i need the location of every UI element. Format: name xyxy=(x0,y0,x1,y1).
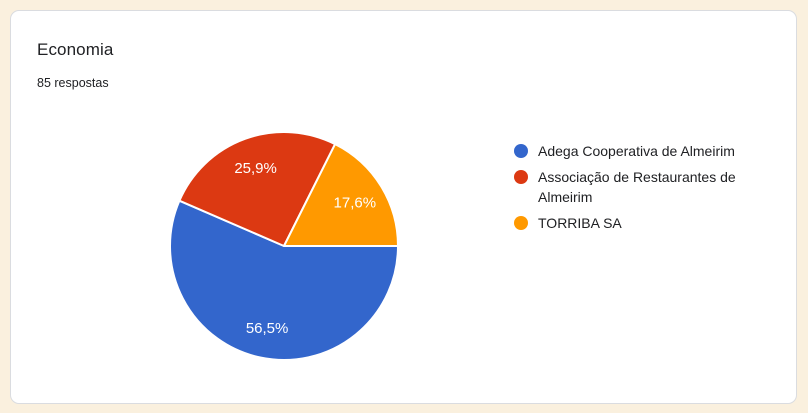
question-title: Economia xyxy=(37,40,114,59)
pie-slice-0[interactable] xyxy=(169,199,399,361)
response-summary-card: Economia 85 respostas 56,5% 25,9% 17,6% Ad… xyxy=(10,10,797,404)
pie-chart[interactable]: 56,5% 25,9% 17,6% xyxy=(160,122,408,370)
pie-slice-2[interactable] xyxy=(283,143,399,247)
responses-count: 85 respostas xyxy=(37,76,109,90)
pie-slice-percent-label: 17,6% xyxy=(334,195,377,212)
legend-label: TORRIBA SA xyxy=(538,215,622,231)
legend-item-2: TORRIBA SA xyxy=(514,213,776,233)
legend-item-0: Adega Cooperativa de Almeirim xyxy=(514,141,776,161)
legend-swatch-icon xyxy=(514,170,528,184)
legend-swatch-icon xyxy=(514,144,528,158)
chart-legend: Adega Cooperativa de Almeirim Associação … xyxy=(514,141,776,233)
legend-swatch-icon xyxy=(514,216,528,230)
pie-slice-percent-label: 25,9% xyxy=(234,160,277,177)
pie-slice-percent-label: 56,5% xyxy=(246,320,289,337)
legend-label: Adega Cooperativa de Almeirim xyxy=(538,143,735,159)
legend-label: Associação de Restaurantes de Almeirim xyxy=(538,169,736,205)
legend-item-1: Associação de Restaurantes de Almeirim xyxy=(514,167,776,207)
pie-slice-1[interactable] xyxy=(178,130,337,247)
